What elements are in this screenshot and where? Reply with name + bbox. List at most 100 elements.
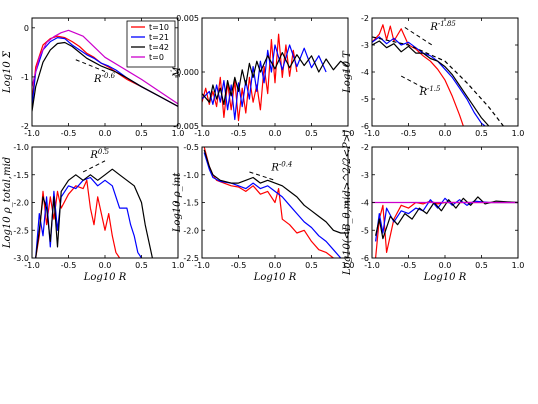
legend-label: t=0 — [149, 53, 164, 62]
guide-line — [404, 27, 435, 47]
x-tick-label: 0.0 — [439, 129, 452, 138]
legend-label: t=10 — [149, 23, 169, 32]
x-tick-label: 1.0 — [342, 129, 355, 138]
x-tick-label: -1.0 — [24, 261, 40, 270]
panel-bottom-right: -1.0 -0.5 0.0 0.5 1.0 -6 -5 -4 -3 -2 Log10 R Log10(… — [342, 130, 524, 283]
y-tick-label: -1 — [21, 73, 29, 82]
y-axis-label: Log10 ρ_int — [172, 172, 183, 233]
guide-line — [75, 59, 106, 72]
x-tick-label: -0.5 — [231, 129, 247, 138]
series-line-t-42 — [372, 40, 490, 126]
axes-frame — [371, 17, 519, 127]
series-line-t-21 — [375, 197, 518, 242]
x-tick-label: -0.5 — [231, 261, 247, 270]
y-tick-label: 0 — [24, 24, 29, 33]
y-tick-label: -2 — [361, 143, 369, 152]
x-tick-label: 0.0 — [269, 129, 282, 138]
guide-label: R-0.4 — [270, 160, 292, 173]
plot-area — [32, 29, 178, 112]
guide-label: R0.5 — [89, 148, 109, 161]
y-tick-label: -2 — [361, 14, 369, 23]
y-tick-label: -1.5 — [183, 199, 199, 208]
plot-area — [203, 147, 348, 258]
x-tick-label: 0.5 — [305, 129, 318, 138]
guide-line — [82, 160, 106, 173]
y-tick-label: 0.000 — [176, 68, 199, 77]
x-tick-label: -1.0 — [194, 261, 210, 270]
x-tick-label: -0.5 — [401, 261, 417, 270]
y-tick-label: -4 — [361, 68, 369, 77]
y-tick-label: -5 — [361, 226, 369, 235]
panel-top-right: -1.0 -0.5 0.0 0.5 1.0 -6 -5 -4 -3 -2 Log10 T R-1.85… — [342, 14, 524, 138]
x-tick-label: -0.5 — [61, 129, 77, 138]
series-line-t-42 — [32, 41, 178, 112]
x-tick-label: 1.0 — [172, 129, 185, 138]
y-axis-label: Log10 T — [342, 50, 353, 94]
x-tick-label: 0.0 — [99, 261, 112, 270]
y-tick-label: -3.0 — [13, 254, 29, 263]
x-tick-label: -0.5 — [401, 129, 417, 138]
guide-line — [249, 171, 276, 181]
x-tick-label: 0.0 — [439, 261, 452, 270]
x-tick-label: 1.0 — [512, 261, 525, 270]
y-tick-label: -2.5 — [183, 254, 199, 263]
x-tick-label: -1.0 — [364, 129, 380, 138]
y-tick-label: -1.5 — [13, 171, 29, 180]
y-axis-label: Log10 Σ — [2, 50, 13, 94]
x-tick-label: 1.0 — [172, 261, 185, 270]
series-line-t-42 — [35, 168, 153, 258]
y-axis-label: Ṁ — [171, 66, 183, 78]
x-tick-label: 0.0 — [269, 261, 282, 270]
y-tick-label: -1.0 — [13, 143, 29, 152]
x-tick-label: 0.5 — [305, 261, 318, 270]
legend-box — [126, 20, 176, 68]
x-tick-label: 1.0 — [512, 129, 525, 138]
guide-line — [400, 75, 427, 90]
x-tick-label: 0.0 — [99, 129, 112, 138]
series-line-t-10 — [372, 24, 464, 126]
y-tick-label: -0.005 — [173, 122, 199, 131]
y-tick-label: -5 — [361, 95, 369, 104]
x-axis-label: Log10 R — [253, 272, 297, 283]
y-tick-label: -1.0 — [183, 171, 199, 180]
plot-area — [372, 196, 518, 258]
x-tick-label: 0.5 — [475, 129, 488, 138]
series-line-t-42 — [203, 149, 348, 234]
y-axis-label: Log10(<B_θ,mid>^2/2<P>) — [342, 130, 353, 276]
x-tick-label: -1.0 — [24, 129, 40, 138]
legend-label: t=42 — [149, 43, 169, 52]
y-tick-label: -2 — [21, 122, 29, 131]
plot-area — [202, 33, 348, 122]
legend-label: t=21 — [149, 33, 169, 42]
y-tick-label: -6 — [361, 122, 369, 131]
x-tick-label: -0.5 — [61, 261, 77, 270]
plot-area — [35, 160, 153, 258]
y-tick-label: -2.5 — [13, 226, 29, 235]
y-tick-label: -3 — [361, 41, 369, 50]
x-tick-label: 1.0 — [342, 261, 355, 270]
series-line-t-0 — [32, 29, 178, 105]
guide-label: R-1.5 — [418, 85, 441, 98]
x-tick-label: 0.5 — [135, 129, 148, 138]
y-tick-label: -0.5 — [183, 143, 199, 152]
x-tick-label: 0.5 — [475, 261, 488, 270]
panel-bottom-middle: -1.0 -0.5 0.0 0.5 1.0-2.5-2.0-1.5-1.0-0.5Log… — [172, 143, 354, 283]
series-line-fit — [372, 36, 504, 126]
guide-label: R-0.6 — [93, 72, 116, 85]
y-tick-label: -6 — [361, 254, 369, 263]
y-axis-label: Log10 ρ_total,mid — [2, 157, 13, 249]
x-axis-label: Log10 R — [83, 272, 127, 283]
series-line-t-10 — [375, 200, 518, 258]
series-line-t-10 — [35, 179, 121, 258]
y-tick-label: -2.0 — [183, 226, 199, 235]
series-line-t-21 — [372, 36, 486, 126]
x-tick-label: 0.5 — [135, 261, 148, 270]
y-tick-label: -4 — [361, 199, 369, 208]
legend: t=10t=21t=42t=0 — [126, 20, 176, 68]
y-tick-label: -3 — [361, 171, 369, 180]
series-line-t-21 — [203, 152, 342, 258]
x-tick-label: -1.0 — [364, 261, 380, 270]
